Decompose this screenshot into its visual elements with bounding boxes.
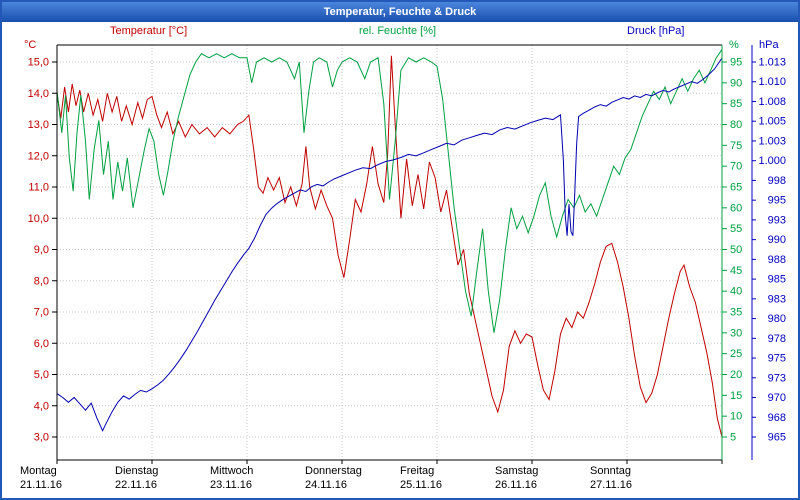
tick-label: 1.008 xyxy=(758,96,786,108)
tick-label: 12,0 xyxy=(28,150,49,162)
humidity-axis-title: rel. Feuchte [%] xyxy=(359,25,437,37)
tick-label: 993 xyxy=(768,214,786,226)
tick-label: 26.11.16 xyxy=(495,479,537,491)
tick-label: 25 xyxy=(730,348,742,360)
tick-label: 1.000 xyxy=(758,155,786,167)
tick-label: 21.11.16 xyxy=(20,479,62,491)
tick-label: 978 xyxy=(768,333,786,345)
tick-label: 983 xyxy=(768,293,786,305)
tick-label: 14,0 xyxy=(28,88,49,100)
tick-label: 975 xyxy=(768,353,786,365)
tick-label: 90 xyxy=(730,77,742,89)
tick-label: 40 xyxy=(730,286,742,298)
tick-label: 60 xyxy=(730,202,742,214)
tick-label: 75 xyxy=(730,140,742,152)
tick-label: Sonntag xyxy=(590,465,631,477)
tick-label: 65 xyxy=(730,182,742,194)
tick-label: 30 xyxy=(730,327,742,339)
tick-label: 1.003 xyxy=(758,135,786,147)
tick-label: 15,0 xyxy=(28,57,49,69)
tick-label: 80 xyxy=(730,119,742,131)
tick-label: 8,0 xyxy=(34,275,49,287)
tick-label: Freitag xyxy=(400,465,434,477)
tick-label: Montag xyxy=(20,465,57,477)
tick-label: 85 xyxy=(730,98,742,110)
tick-label: 15 xyxy=(730,390,742,402)
temperature-axis-title: Temperatur [°C] xyxy=(110,25,188,37)
tick-label: Mittwoch xyxy=(210,465,253,477)
tick-label: 45 xyxy=(730,265,742,277)
pressure-axis-title: Druck [hPa] xyxy=(627,25,685,37)
tick-label: 95 xyxy=(730,57,742,69)
series-humidity-line xyxy=(56,49,723,333)
tick-label: 1.013 xyxy=(758,57,786,69)
tick-label: 55 xyxy=(730,223,742,235)
tick-label: Samstag xyxy=(495,465,538,477)
tick-label: 27.11.16 xyxy=(590,479,632,491)
tick-label: 6,0 xyxy=(34,338,49,350)
tick-label: 9,0 xyxy=(34,244,49,256)
tick-label: 985 xyxy=(768,274,786,286)
tick-label: 980 xyxy=(768,313,786,325)
tick-label: 25.11.16 xyxy=(400,479,442,491)
tick-label: 4,0 xyxy=(34,400,49,412)
tick-label: 1.010 xyxy=(758,76,786,88)
tick-label: 35 xyxy=(730,307,742,319)
tick-label: 995 xyxy=(768,195,786,207)
tick-label: 990 xyxy=(768,234,786,246)
tick-label: 11,0 xyxy=(28,182,49,194)
tick-label: 998 xyxy=(768,175,786,187)
tick-label: 10,0 xyxy=(28,213,49,225)
tick-label: 7,0 xyxy=(34,307,49,319)
chart-container: 15,0 14,0 13,0 12,0 11,0 10,0 9,0 8,0 7,0 6,0 5,0 4… xyxy=(2,22,798,498)
window-titlebar: Temperatur, Feuchte & Druck xyxy=(2,2,798,22)
tick-label: 13,0 xyxy=(28,119,49,131)
series-pressure-line xyxy=(56,57,723,432)
tick-label: 970 xyxy=(768,392,786,404)
tick-label: 1.005 xyxy=(758,116,786,128)
chart-plot: 15,0 14,0 13,0 12,0 11,0 10,0 9,0 8,0 7,0 6,0 5,0 4… xyxy=(20,44,786,491)
tick-label: 24.11.16 xyxy=(305,479,347,491)
tick-label: 50 xyxy=(730,244,742,256)
tick-label: 10 xyxy=(730,411,742,423)
tick-label: 23.11.16 xyxy=(210,479,252,491)
tick-label: 5,0 xyxy=(34,369,49,381)
tick-label: Dienstag xyxy=(115,465,158,477)
tick-label: 22.11.16 xyxy=(115,479,157,491)
tick-label: 3,0 xyxy=(34,432,49,444)
tick-label: 965 xyxy=(768,432,786,444)
tick-label: 20 xyxy=(730,369,742,381)
humidity-unit-label: % xyxy=(729,39,739,51)
series-temperature-line xyxy=(56,55,723,438)
tick-label: 973 xyxy=(768,372,786,384)
tick-label: 968 xyxy=(768,412,786,424)
tick-label: 5 xyxy=(730,432,736,444)
tick-label: Donnerstag xyxy=(305,465,362,477)
pressure-unit-label: hPa xyxy=(759,39,779,51)
tick-label: 988 xyxy=(768,254,786,266)
temperature-unit-label: °C xyxy=(24,39,37,51)
tick-label: 70 xyxy=(730,161,742,173)
